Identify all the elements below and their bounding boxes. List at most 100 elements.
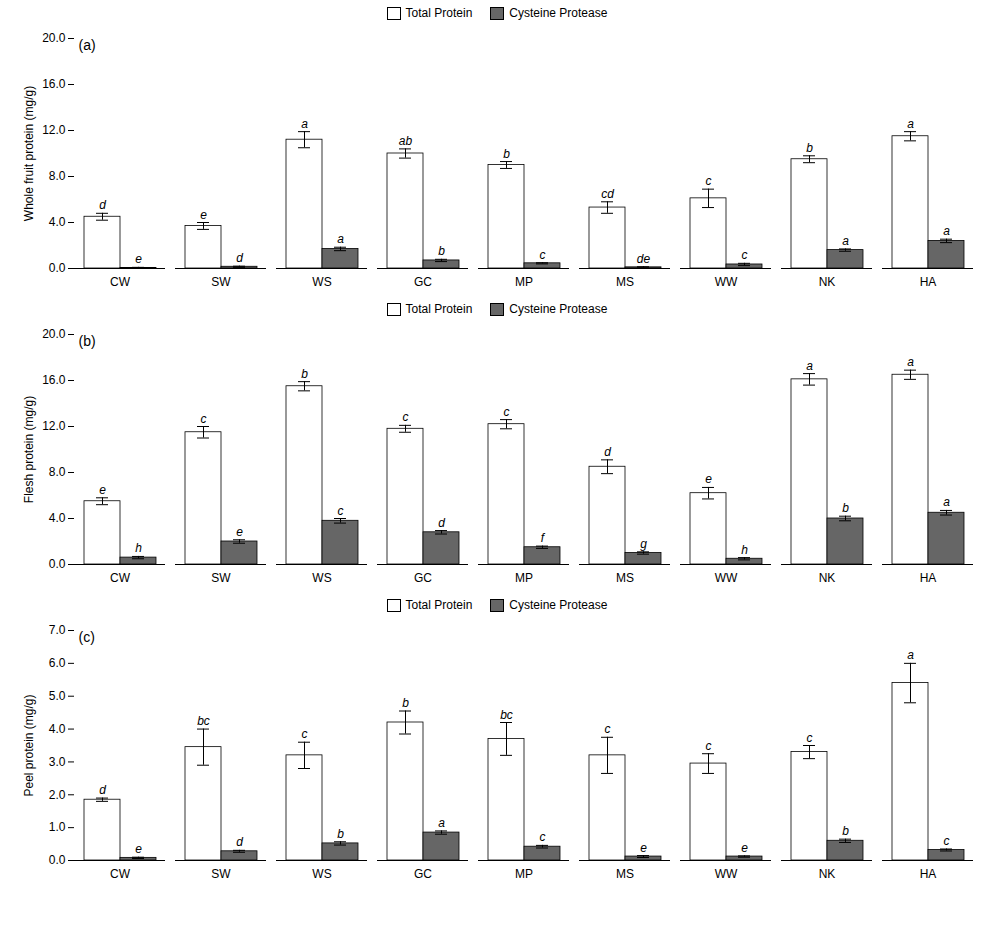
svg-text:e: e: [236, 525, 243, 539]
svg-text:2.0: 2.0: [49, 788, 66, 802]
svg-text:12.0: 12.0: [42, 419, 66, 433]
svg-text:12.0: 12.0: [42, 123, 66, 137]
svg-text:HA: HA: [920, 571, 937, 585]
svg-text:b: b: [503, 147, 510, 161]
svg-text:a: a: [907, 117, 914, 131]
svg-text:CW: CW: [110, 571, 131, 585]
svg-text:NK: NK: [819, 867, 836, 881]
svg-text:b: b: [337, 827, 344, 841]
svg-text:b: b: [842, 824, 849, 838]
svg-text:16.0: 16.0: [42, 77, 66, 91]
svg-text:a: a: [806, 359, 813, 373]
svg-text:0.0: 0.0: [49, 853, 66, 867]
svg-text:Peel protein (mg/g): Peel protein (mg/g): [22, 694, 36, 796]
svg-text:e: e: [640, 841, 647, 855]
svg-text:e: e: [200, 208, 207, 222]
svg-text:SW: SW: [211, 275, 231, 289]
svg-text:WW: WW: [715, 571, 738, 585]
svg-text:a: a: [907, 355, 914, 369]
svg-text:4.0: 4.0: [49, 511, 66, 525]
svg-text:c: c: [540, 248, 546, 262]
svg-text:0.0: 0.0: [49, 261, 66, 275]
svg-text:Whole fruit protein (mg/g): Whole fruit protein (mg/g): [22, 86, 36, 221]
svg-text:3.0: 3.0: [49, 755, 66, 769]
svg-text:ab: ab: [399, 134, 413, 148]
svg-text:(c): (c): [79, 629, 95, 645]
svg-text:a: a: [943, 495, 950, 509]
svg-text:c: c: [403, 410, 409, 424]
svg-text:d: d: [236, 835, 243, 849]
svg-text:MS: MS: [616, 867, 634, 881]
svg-text:4.0: 4.0: [49, 215, 66, 229]
svg-text:c: c: [706, 174, 712, 188]
svg-text:20.0: 20.0: [42, 31, 66, 45]
svg-text:cd: cd: [601, 187, 614, 201]
svg-text:GC: GC: [414, 867, 432, 881]
svg-text:c: c: [742, 248, 748, 262]
svg-text:5.0: 5.0: [49, 689, 66, 703]
svg-text:a: a: [943, 224, 950, 238]
svg-text:WW: WW: [715, 275, 738, 289]
svg-text:b: b: [438, 244, 445, 258]
svg-text:HA: HA: [920, 275, 937, 289]
svg-text:c: c: [338, 504, 344, 518]
svg-text:b: b: [301, 367, 308, 381]
svg-text:d: d: [438, 516, 445, 530]
svg-text:Flesh protein (mg/g): Flesh protein (mg/g): [22, 396, 36, 503]
svg-text:c: c: [504, 405, 510, 419]
svg-text:a: a: [842, 234, 849, 248]
svg-text:e: e: [135, 252, 142, 266]
svg-text:SW: SW: [211, 571, 231, 585]
svg-text:d: d: [236, 251, 243, 265]
svg-text:e: e: [99, 483, 106, 497]
svg-text:d: d: [99, 198, 106, 212]
svg-text:NK: NK: [819, 275, 836, 289]
svg-text:h: h: [741, 543, 748, 557]
svg-text:bc: bc: [500, 708, 513, 722]
svg-text:c: c: [540, 830, 546, 844]
svg-text:0.0: 0.0: [49, 557, 66, 571]
svg-text:GC: GC: [414, 275, 432, 289]
svg-text:g: g: [640, 537, 647, 551]
svg-text:b: b: [842, 501, 849, 515]
svg-text:c: c: [302, 727, 308, 741]
svg-text:e: e: [741, 841, 748, 855]
svg-text:GC: GC: [414, 571, 432, 585]
svg-text:WS: WS: [312, 571, 331, 585]
svg-text:NK: NK: [819, 571, 836, 585]
svg-text:CW: CW: [110, 275, 131, 289]
svg-text:c: c: [944, 834, 950, 848]
svg-text:d: d: [99, 783, 106, 797]
svg-text:CW: CW: [110, 867, 131, 881]
svg-text:16.0: 16.0: [42, 373, 66, 387]
svg-text:f: f: [541, 531, 546, 545]
svg-text:MP: MP: [515, 275, 533, 289]
svg-text:c: c: [706, 739, 712, 753]
svg-text:e: e: [135, 842, 142, 856]
svg-text:WS: WS: [312, 867, 331, 881]
svg-text:c: c: [605, 722, 611, 736]
svg-text:(b): (b): [79, 333, 96, 349]
svg-text:c: c: [201, 412, 207, 426]
svg-text:4.0: 4.0: [49, 722, 66, 736]
svg-text:6.0: 6.0: [49, 656, 66, 670]
svg-text:SW: SW: [211, 867, 231, 881]
svg-text:8.0: 8.0: [49, 169, 66, 183]
svg-text:bc: bc: [197, 714, 210, 728]
svg-text:MP: MP: [515, 867, 533, 881]
svg-text:1.0: 1.0: [49, 820, 66, 834]
svg-text:de: de: [637, 252, 651, 266]
svg-text:MS: MS: [616, 275, 634, 289]
svg-text:20.0: 20.0: [42, 327, 66, 341]
svg-text:b: b: [402, 696, 409, 710]
svg-text:HA: HA: [920, 867, 937, 881]
svg-text:WW: WW: [715, 867, 738, 881]
svg-text:a: a: [907, 648, 914, 662]
svg-text:(a): (a): [79, 37, 96, 53]
svg-text:c: c: [807, 731, 813, 745]
svg-text:MS: MS: [616, 571, 634, 585]
svg-text:e: e: [705, 472, 712, 486]
svg-text:h: h: [135, 541, 142, 555]
svg-text:WS: WS: [312, 275, 331, 289]
svg-text:d: d: [604, 445, 611, 459]
